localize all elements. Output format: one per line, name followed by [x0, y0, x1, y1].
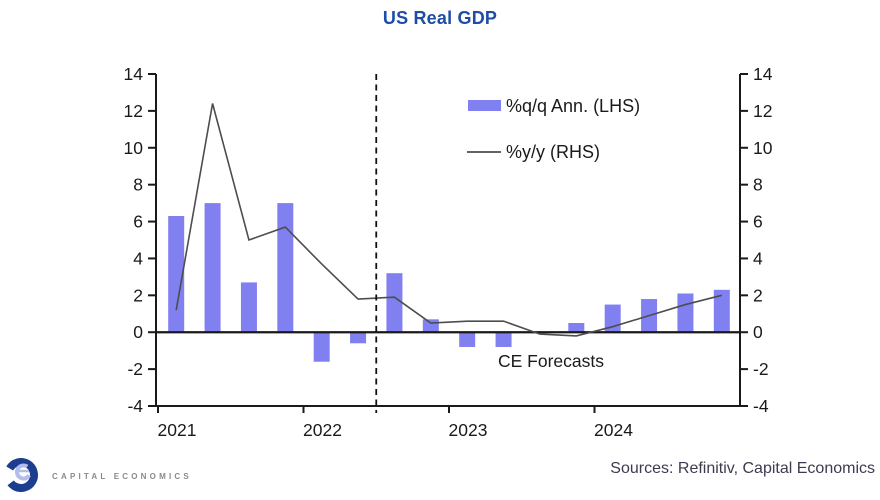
- right-axis-label: 10: [753, 138, 773, 158]
- left-axis-label: 10: [124, 138, 144, 158]
- right-axis-label: 2: [753, 285, 763, 305]
- gdp-bar: [459, 332, 476, 347]
- gdp-bar: [204, 203, 221, 333]
- capital-economics-logo: CAPITAL ECONOMICS: [2, 450, 192, 498]
- left-axis-label: 14: [124, 64, 144, 84]
- gdp-bar: [677, 293, 694, 333]
- right-axis-label: 0: [753, 322, 763, 342]
- logo-c-icon: [4, 458, 38, 492]
- gdp-bar: [568, 323, 585, 333]
- gdp-bar: [313, 332, 330, 362]
- gdp-bar: [240, 282, 257, 333]
- legend-line-label: %y/y (RHS): [506, 142, 600, 162]
- right-axis-label: 12: [753, 101, 772, 121]
- gdp-chart: -4 -4 -2 -2 0 0 2 2 4 4 6 6 8 8 10 10 12 12 14 14 2021 2022 20…: [124, 64, 773, 440]
- footer: CAPITAL ECONOMICS Sources: Refinitiv, Ca…: [0, 448, 880, 500]
- legend: %q/q Ann. (LHS) %y/y (RHS): [467, 96, 640, 162]
- right-axis-label: 14: [753, 64, 773, 84]
- x-axis-year-label: 2021: [158, 420, 197, 440]
- gdp-bar: [713, 289, 730, 333]
- left-axis-label: 4: [133, 248, 143, 268]
- right-axis-label: 6: [753, 212, 763, 232]
- x-axis-year-label: 2023: [449, 420, 488, 440]
- legend-bar-label: %q/q Ann. (LHS): [506, 96, 640, 116]
- left-axis-label: 6: [133, 212, 143, 232]
- left-axis-label: 8: [133, 175, 143, 195]
- gdp-bar: [350, 332, 367, 344]
- x-axis-year-label: 2022: [303, 420, 342, 440]
- forecast-annotation: CE Forecasts: [498, 351, 604, 371]
- right-axis-label: 8: [753, 175, 763, 195]
- gdp-bar: [495, 332, 512, 347]
- chart-title: US Real GDP: [382, 8, 498, 28]
- sources-text: Sources: Refinitiv, Capital Economics: [610, 460, 875, 477]
- x-axis-year-label: 2024: [594, 420, 633, 440]
- yoy-line: [175, 103, 723, 337]
- left-axis-label: 0: [133, 322, 143, 342]
- logo-text: CAPITAL ECONOMICS: [52, 471, 192, 481]
- logo-inner-e: [15, 463, 32, 481]
- logo-outer-c: [4, 458, 38, 492]
- left-axis-label: 12: [124, 101, 143, 121]
- right-axis-label: -4: [753, 396, 769, 416]
- left-axis-label: 2: [133, 285, 143, 305]
- legend-bar-swatch: [468, 100, 501, 111]
- gdp-bar: [386, 273, 403, 333]
- gdp-bar: [277, 203, 294, 333]
- gdp-bar: [422, 319, 439, 333]
- left-axis-label: -4: [127, 396, 143, 416]
- right-axis-label: 4: [753, 248, 763, 268]
- right-axis-label: -2: [753, 359, 769, 379]
- left-axis-label: -2: [127, 359, 143, 379]
- gdp-bar: [168, 216, 185, 333]
